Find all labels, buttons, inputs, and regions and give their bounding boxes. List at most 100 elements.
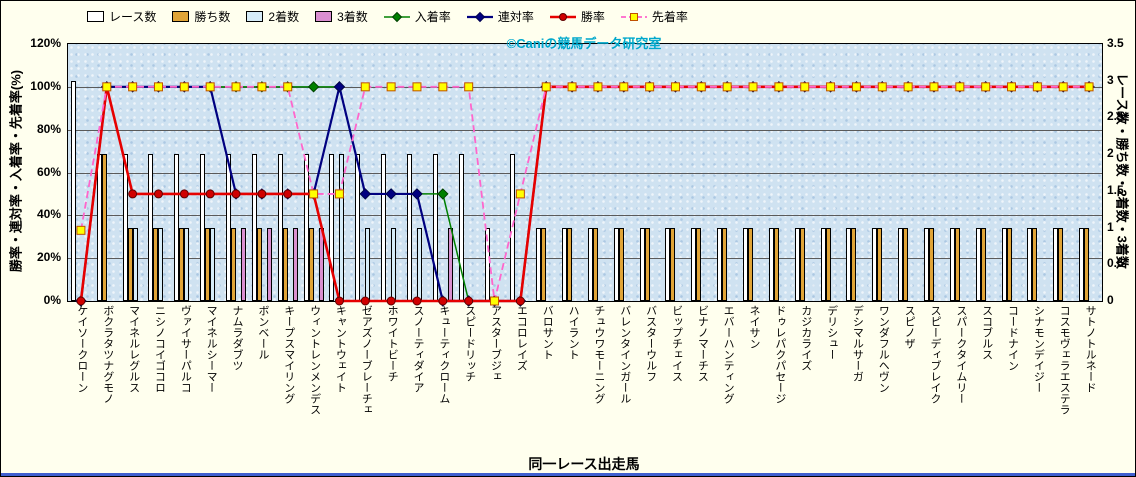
bar-race-count (303, 154, 309, 301)
legend-swatch-quinella-rate (466, 11, 493, 22)
watermark-text: ©Caniの競馬データ研究室 (506, 36, 662, 51)
legend-label: 2着数 (268, 10, 300, 24)
category-label: ボクラタツナグモノ (101, 305, 114, 404)
bar-race-count (743, 227, 749, 301)
legend-item-first-arrival-rate[interactable]: 先着率 (620, 8, 688, 25)
bar-win-count (1058, 227, 1064, 301)
bar-win-count (773, 227, 779, 301)
marker-first-arrival-rate (231, 82, 241, 92)
legend-label: 先着率 (651, 10, 688, 24)
bar-win-count (153, 227, 159, 301)
chart-legend: レース数 勝ち数 2着数 3着数 入着率 連対率 勝率 先着率 (87, 8, 688, 25)
gridline (68, 215, 1102, 217)
category-label: デシマルサーガ (851, 305, 864, 382)
left-axis-tick: 0% (43, 293, 61, 307)
marker-first-arrival-rate (386, 82, 396, 92)
legend-swatch-second-count (246, 11, 264, 22)
bar-win-count (592, 227, 598, 301)
legend-item-place-rate[interactable]: 入着率 (383, 8, 451, 25)
marker-first-arrival-rate (826, 82, 836, 92)
legend-label: 3着数 (337, 10, 368, 24)
left-axis-tick: 100% (30, 78, 61, 93)
bar-third-count (266, 227, 272, 301)
bar-win-count (127, 227, 133, 301)
gridline (68, 172, 1102, 174)
bar-race-count (562, 227, 568, 301)
marker-quinella-rate (333, 81, 346, 93)
marker-quinella-rate (359, 188, 371, 200)
legend-label: 入着率 (414, 10, 451, 24)
marker-first-arrival-rate (412, 82, 422, 92)
legend-item-win-rate[interactable]: 勝率 (549, 8, 605, 25)
legend-swatch-race-count (87, 11, 104, 22)
category-label: ビナノマーチス (696, 305, 709, 382)
marker-first-arrival-rate (102, 82, 112, 92)
marker-win-rate (231, 189, 241, 199)
marker-first-arrival-rate (567, 82, 577, 92)
category-label: ドゥレパクパセージ (773, 305, 786, 404)
category-axis: ケイソークローン ボクラタツナグモノ マイネルレグルス ニシノコイゴコロ ヴァイサーパル… (67, 305, 1101, 455)
left-axis-tick: 60% (36, 164, 61, 179)
category-label: チュウワモーニング (592, 305, 605, 404)
bar-race-count (174, 154, 180, 301)
marker-place-rate (437, 188, 449, 200)
bar-race-count (949, 227, 955, 301)
bar-race-count (1053, 227, 1059, 301)
bar-race-count (251, 154, 257, 301)
marker-win-rate (153, 189, 163, 199)
bar-race-count (923, 227, 929, 301)
bar-win-count (670, 227, 676, 301)
marker-first-arrival-rate (1007, 82, 1017, 92)
bar-race-count (1027, 227, 1033, 301)
marker-win-rate (283, 189, 293, 199)
left-axis-tick: 80% (36, 121, 61, 136)
category-label: デリシュー (825, 305, 838, 360)
category-label: ホワイトビーチ (386, 305, 399, 382)
bar-win-count (696, 227, 702, 301)
bar-race-count (536, 227, 542, 301)
bar-win-count (799, 227, 805, 301)
category-label: ヴァイサーパルコ (179, 305, 192, 393)
legend-item-second-count[interactable]: 2着数 (246, 8, 299, 25)
legend-item-third-count[interactable]: 3着数 (315, 8, 368, 25)
marker-quinella-rate (385, 188, 397, 200)
legend-item-race-count[interactable]: レース数 (87, 8, 156, 25)
legend-label: 勝率 (580, 10, 605, 24)
category-label: スピードリッチ (463, 305, 476, 382)
bar-race-count (820, 227, 826, 301)
bar-win-count (748, 227, 754, 301)
category-label: マイネルレグルス (127, 305, 140, 393)
marker-win-rate (464, 296, 474, 306)
bar-race-count (200, 154, 206, 301)
marker-quinella-rate (411, 188, 423, 200)
plot-area (67, 43, 1103, 307)
legend-swatch-third-count (315, 11, 333, 22)
category-label: バスターウルフ (644, 305, 657, 382)
marker-first-arrival-rate (76, 225, 86, 235)
category-label: コスモヴェラエステラ (1058, 305, 1071, 415)
category-label: エコロレイズ (515, 305, 528, 371)
bar-second-count (184, 227, 190, 301)
marker-first-arrival-rate (360, 82, 370, 92)
bar-win-count (231, 227, 237, 301)
bar-win-count (567, 227, 573, 301)
legend-item-win-count[interactable]: 勝ち数 (172, 8, 230, 25)
bar-race-count (872, 227, 878, 301)
bar-win-count (928, 227, 934, 301)
left-axis-tick: 120% (30, 36, 61, 50)
bar-race-count (665, 227, 671, 301)
marker-first-arrival-rate (800, 82, 810, 92)
bar-race-count (587, 227, 593, 301)
category-label: バレンタインガール (618, 305, 631, 404)
legend-swatch-first-arrival-rate (620, 12, 647, 21)
bar-win-count (903, 227, 909, 301)
marker-first-arrival-rate (464, 82, 474, 92)
bar-race-count (691, 227, 697, 301)
marker-win-rate (128, 189, 138, 199)
category-label: ケイソークローン (75, 305, 88, 393)
bar-win-count (282, 227, 288, 301)
marker-first-arrival-rate (205, 82, 215, 92)
category-label: バロサント (541, 305, 554, 360)
legend-item-quinella-rate[interactable]: 連対率 (466, 8, 534, 25)
category-label: サトノトルネード (1084, 305, 1097, 393)
